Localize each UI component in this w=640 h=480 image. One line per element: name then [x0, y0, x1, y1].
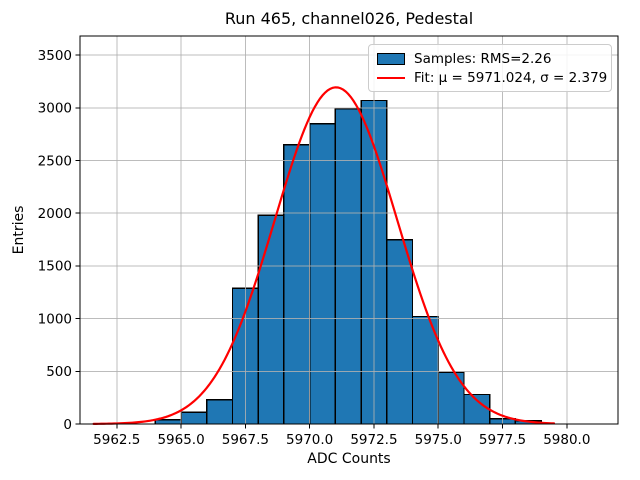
- y-tick-label: 3500: [38, 48, 72, 64]
- y-tick-label: 2000: [38, 206, 72, 222]
- x-tick-label: 5962.5: [93, 432, 140, 448]
- y-tick-label: 3000: [38, 101, 72, 117]
- histogram-bar: [180, 411, 208, 425]
- x-axis-label: ADC Counts: [307, 451, 391, 467]
- x-tick-label: 5970.0: [286, 432, 333, 448]
- fit-line-icon: [377, 76, 405, 79]
- y-tick-label: 500: [46, 364, 72, 380]
- histogram-bar: [386, 238, 414, 425]
- y-axis-label: Entries: [11, 205, 27, 255]
- histogram-bar: [411, 315, 439, 425]
- legend-samples-label: Samples: RMS=2.26: [414, 50, 552, 67]
- samples-swatch-icon: [377, 52, 405, 65]
- histogram-bar: [283, 144, 311, 425]
- y-tick-label: 1500: [38, 259, 72, 275]
- x-tick-label: 5980.0: [543, 432, 590, 448]
- legend-entry-samples: Samples: RMS=2.26: [377, 49, 605, 68]
- histogram-bar: [206, 399, 234, 425]
- x-tick-label: 5972.5: [350, 432, 397, 448]
- histogram-bar: [334, 108, 362, 425]
- histogram-bar: [257, 214, 285, 425]
- axes-spines: [79, 35, 619, 425]
- legend-fit-label: Fit: μ = 5971.024, σ = 2.379: [414, 69, 608, 86]
- histogram-bar: [308, 122, 337, 425]
- chart-title: Run 465, channel026, Pedestal: [224, 9, 474, 28]
- gaussian-fit-curve: [92, 86, 556, 425]
- x-tick-label: 5967.5: [222, 432, 269, 448]
- legend: Samples: RMS=2.26 Fit: μ = 5971.024, σ =…: [368, 44, 612, 92]
- x-tick-label: 5965.0: [157, 432, 204, 448]
- x-tick-label: 5977.5: [479, 432, 526, 448]
- y-tick-label: 2500: [38, 153, 72, 169]
- x-tick-label: 5975.0: [415, 432, 462, 448]
- legend-entry-fit: Fit: μ = 5971.024, σ = 2.379: [377, 68, 608, 87]
- y-tick-label: 0: [63, 417, 72, 433]
- histogram-bar: [154, 419, 182, 425]
- y-tick-label: 1000: [38, 311, 72, 327]
